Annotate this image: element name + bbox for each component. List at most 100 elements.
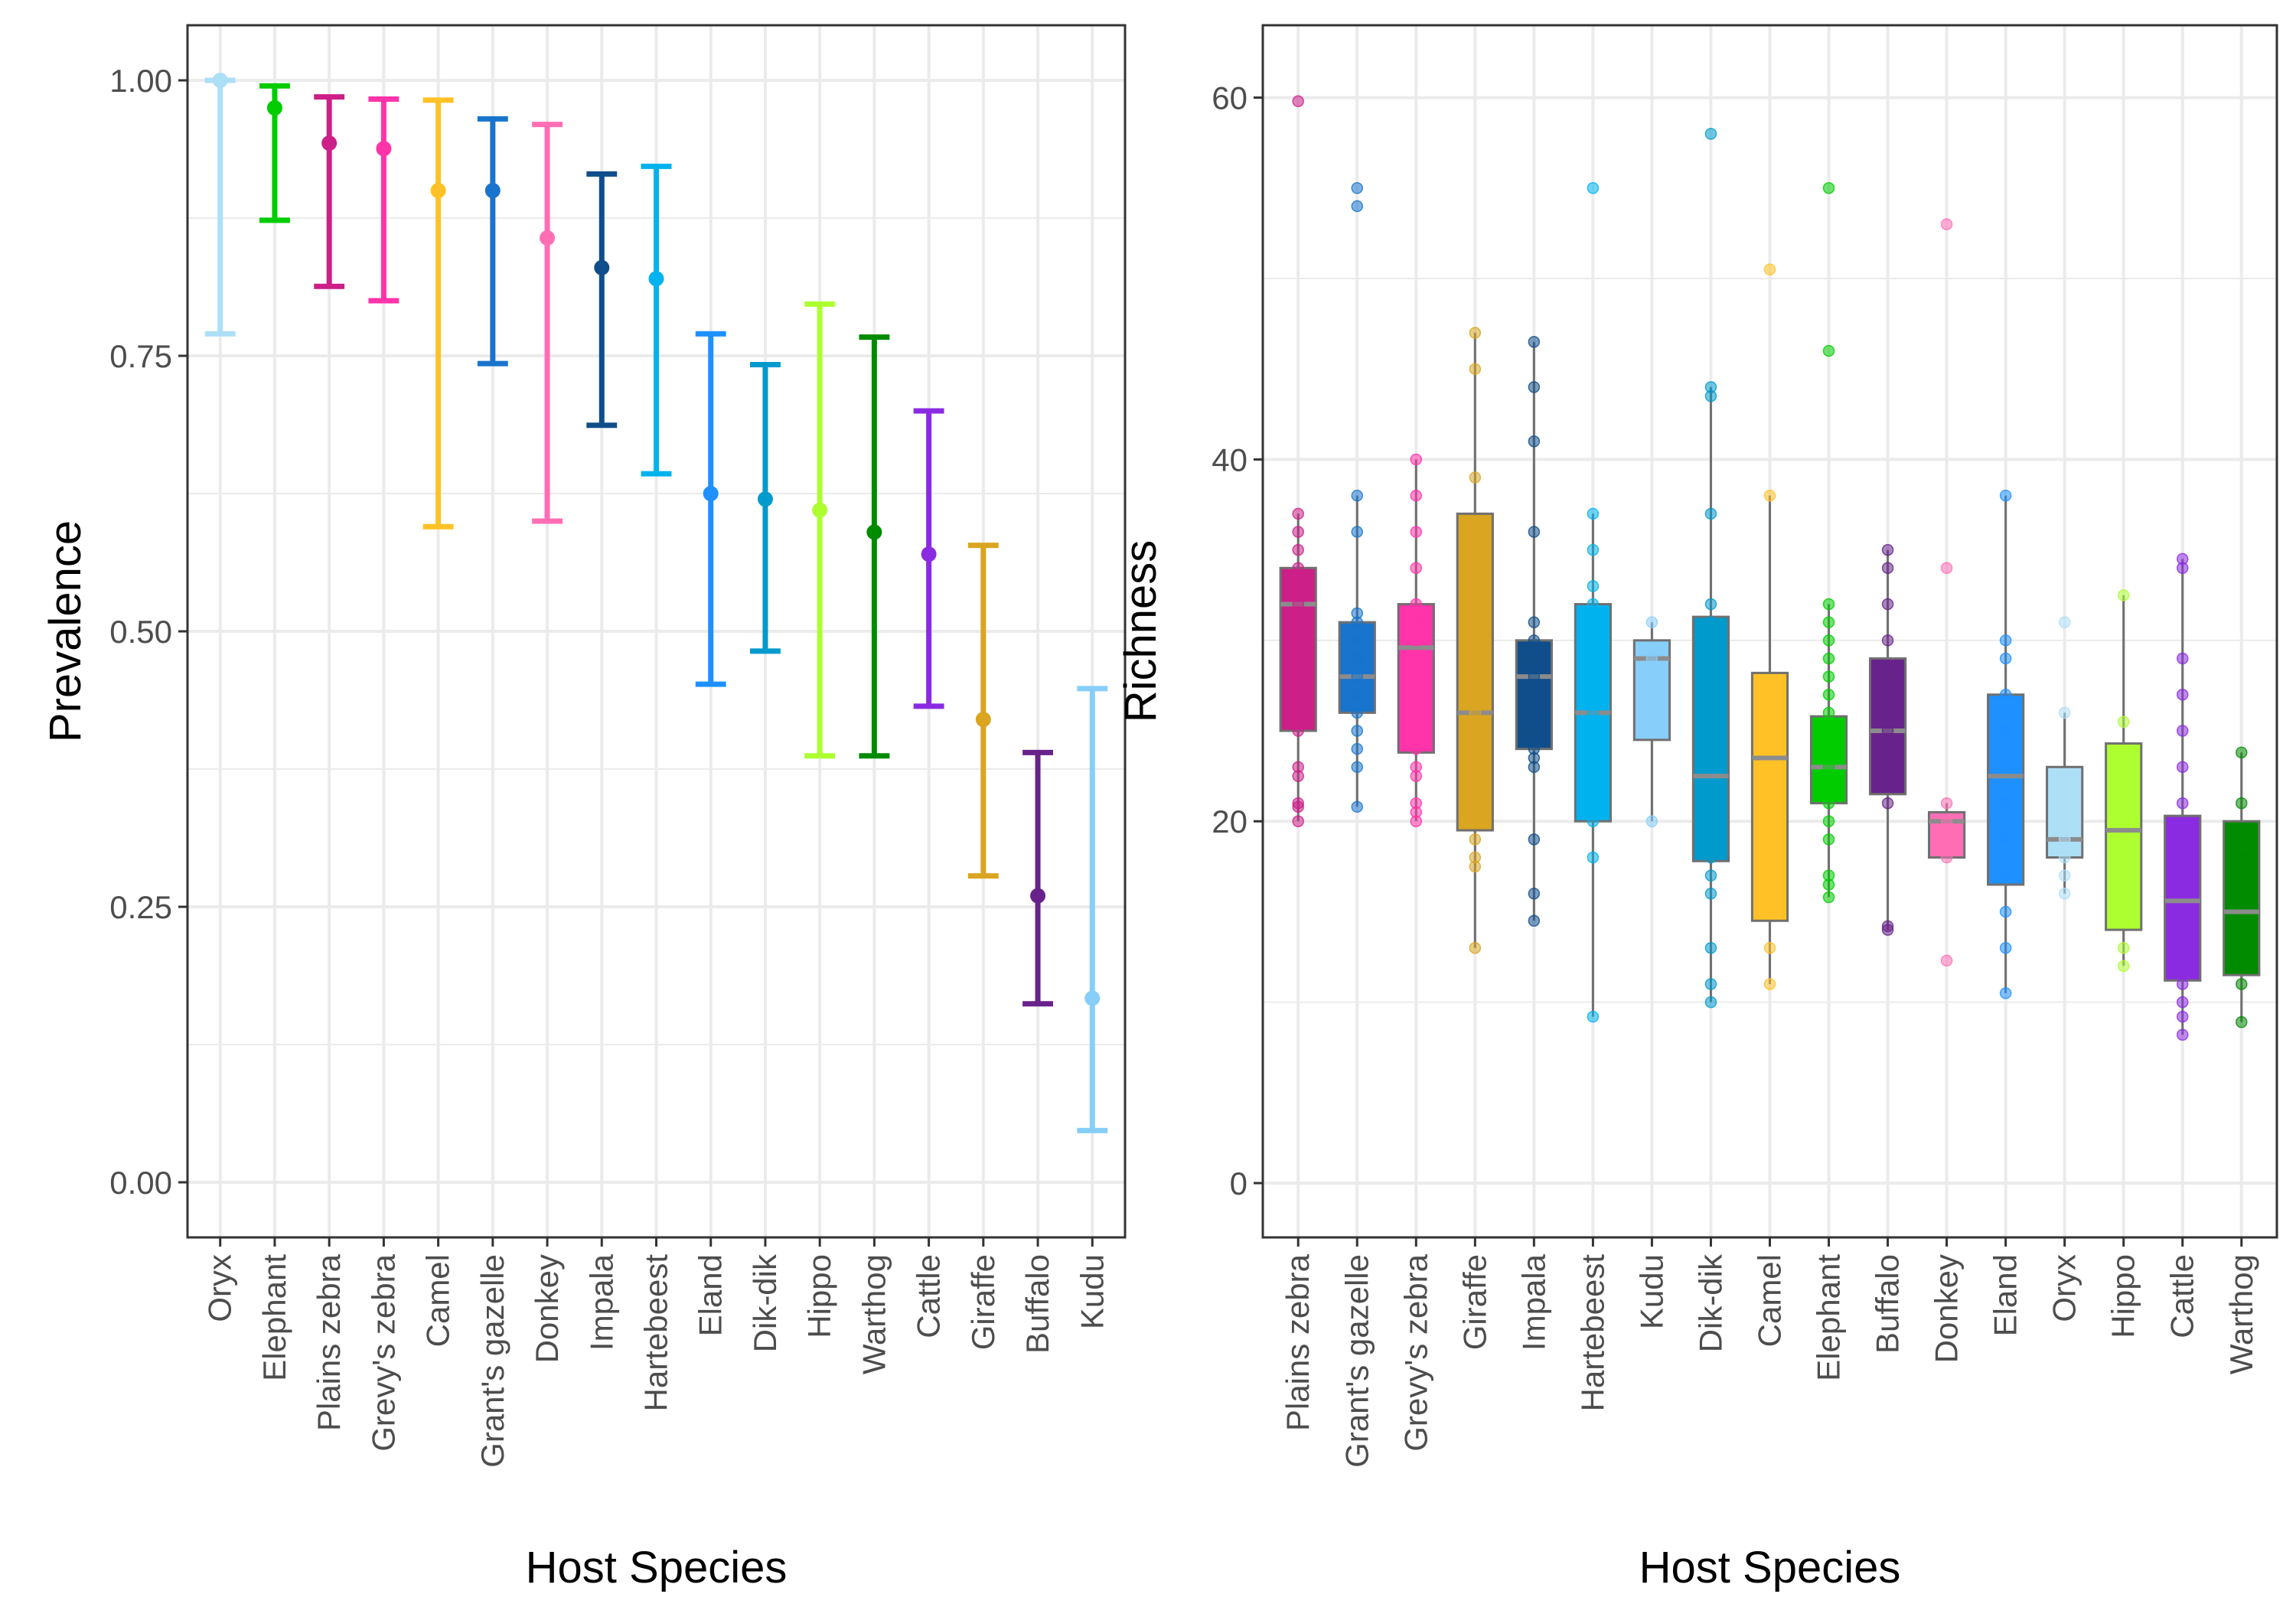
x-tick-label-buffalo: Buffalo (1019, 1254, 1055, 1354)
data-point (1881, 797, 1894, 810)
data-point (1822, 833, 1835, 846)
data-point (1763, 263, 1776, 275)
data-point (1704, 978, 1717, 990)
boxplot-eland (1987, 489, 2025, 999)
data-point (1822, 598, 1835, 611)
data-point (2117, 960, 2130, 973)
data-point (1292, 761, 1304, 774)
data-point (1587, 779, 1600, 791)
data-point (1763, 742, 1776, 755)
errorbar-grevy-s-zebra (368, 96, 400, 304)
data-point (1410, 489, 1423, 502)
x-tick-label-elephant: Elephant (1811, 1254, 1847, 1381)
data-point (1292, 706, 1304, 719)
data-point (1528, 688, 1541, 701)
data-point (1822, 652, 1835, 665)
data-point (1704, 851, 1717, 864)
data-point (1292, 688, 1304, 701)
data-point (1940, 797, 1953, 810)
prevalence-point (212, 73, 228, 88)
data-point (1292, 562, 1304, 575)
errorbar-warthog (859, 334, 890, 759)
data-point (1528, 526, 1541, 538)
data-point (1469, 941, 1482, 954)
x-tick-label-warthog: Warthog (2223, 1254, 2259, 1374)
y-axis-title: Prevalence (41, 520, 90, 742)
data-point (2176, 941, 2189, 954)
data-point (1704, 616, 1717, 628)
data-point (1528, 335, 1541, 348)
data-point (1351, 489, 1364, 502)
data-point (1469, 580, 1482, 592)
data-point (1763, 815, 1776, 827)
errorbar-eland (695, 331, 726, 687)
data-point (1704, 833, 1717, 846)
data-point (1704, 507, 1717, 520)
data-point (1704, 128, 1717, 140)
data-point (1351, 526, 1364, 538)
data-point (1763, 941, 1776, 954)
data-point (1940, 833, 1953, 846)
x-tick-label-grevy-s-zebra: Grevy's zebra (1397, 1253, 1433, 1451)
prevalence-point (975, 712, 991, 728)
data-point (1528, 706, 1541, 719)
errorbar-grant-s-gazelle (477, 116, 508, 367)
data-point (1587, 543, 1600, 556)
data-point (1704, 869, 1717, 882)
data-point (1469, 833, 1482, 846)
data-point (1292, 526, 1304, 538)
x-tick-label-warthog: Warthog (856, 1254, 892, 1374)
data-point (1351, 182, 1364, 194)
y-tick-label: 20 (1212, 804, 1247, 839)
prevalence-point (594, 259, 610, 275)
x-tick-label-hartebeest: Hartebeest (638, 1254, 674, 1412)
box (1456, 512, 1494, 832)
data-point (1704, 634, 1717, 647)
errorbar-hartebeest (641, 163, 672, 477)
data-point (1292, 507, 1304, 520)
data-point (1469, 706, 1482, 719)
box (2223, 820, 2261, 976)
errorbar-plains-zebra (314, 94, 345, 289)
errorbar-cattle (913, 408, 944, 709)
data-point (1292, 670, 1304, 683)
boxplot-grevy-s-zebra (1397, 453, 1435, 827)
data-point (2236, 797, 2248, 810)
data-point (1704, 797, 1717, 810)
data-point (1528, 381, 1541, 393)
data-point (1822, 670, 1835, 683)
data-point (1292, 580, 1304, 592)
data-point (2176, 960, 2189, 973)
data-point (1528, 833, 1541, 846)
box (1750, 671, 1789, 922)
boxplot-elephant (1809, 182, 1848, 904)
data-point (2117, 833, 2130, 846)
data-point (1940, 218, 1953, 230)
data-point (1999, 905, 2012, 918)
data-point (2236, 960, 2248, 973)
boxplot-hartebeest (1574, 182, 1613, 1023)
data-point (1410, 761, 1423, 774)
data-point (1822, 779, 1835, 791)
data-point (1351, 761, 1364, 774)
y-tick-label: 0 (1230, 1165, 1247, 1201)
boxplot-kudu (1632, 616, 1671, 827)
data-point (1469, 634, 1482, 647)
data-point (1292, 725, 1304, 737)
boxplot-buffalo (1868, 543, 1907, 936)
errorbar-camel (422, 97, 454, 530)
data-point (1704, 996, 1717, 1009)
boxplot-plains-zebra (1279, 95, 1317, 827)
data-point (1469, 851, 1482, 864)
x-tick-label-hippo: Hippo (801, 1254, 837, 1338)
data-point (2176, 688, 2189, 701)
y-tick-label: 0.50 (109, 614, 172, 650)
data-point (1469, 815, 1482, 827)
data-point (1587, 634, 1600, 647)
data-point (1704, 688, 1717, 701)
prevalence-point (1084, 990, 1101, 1006)
data-point (1410, 616, 1423, 628)
x-tick-label-kudu: Kudu (1074, 1254, 1110, 1329)
data-point (1528, 616, 1541, 628)
